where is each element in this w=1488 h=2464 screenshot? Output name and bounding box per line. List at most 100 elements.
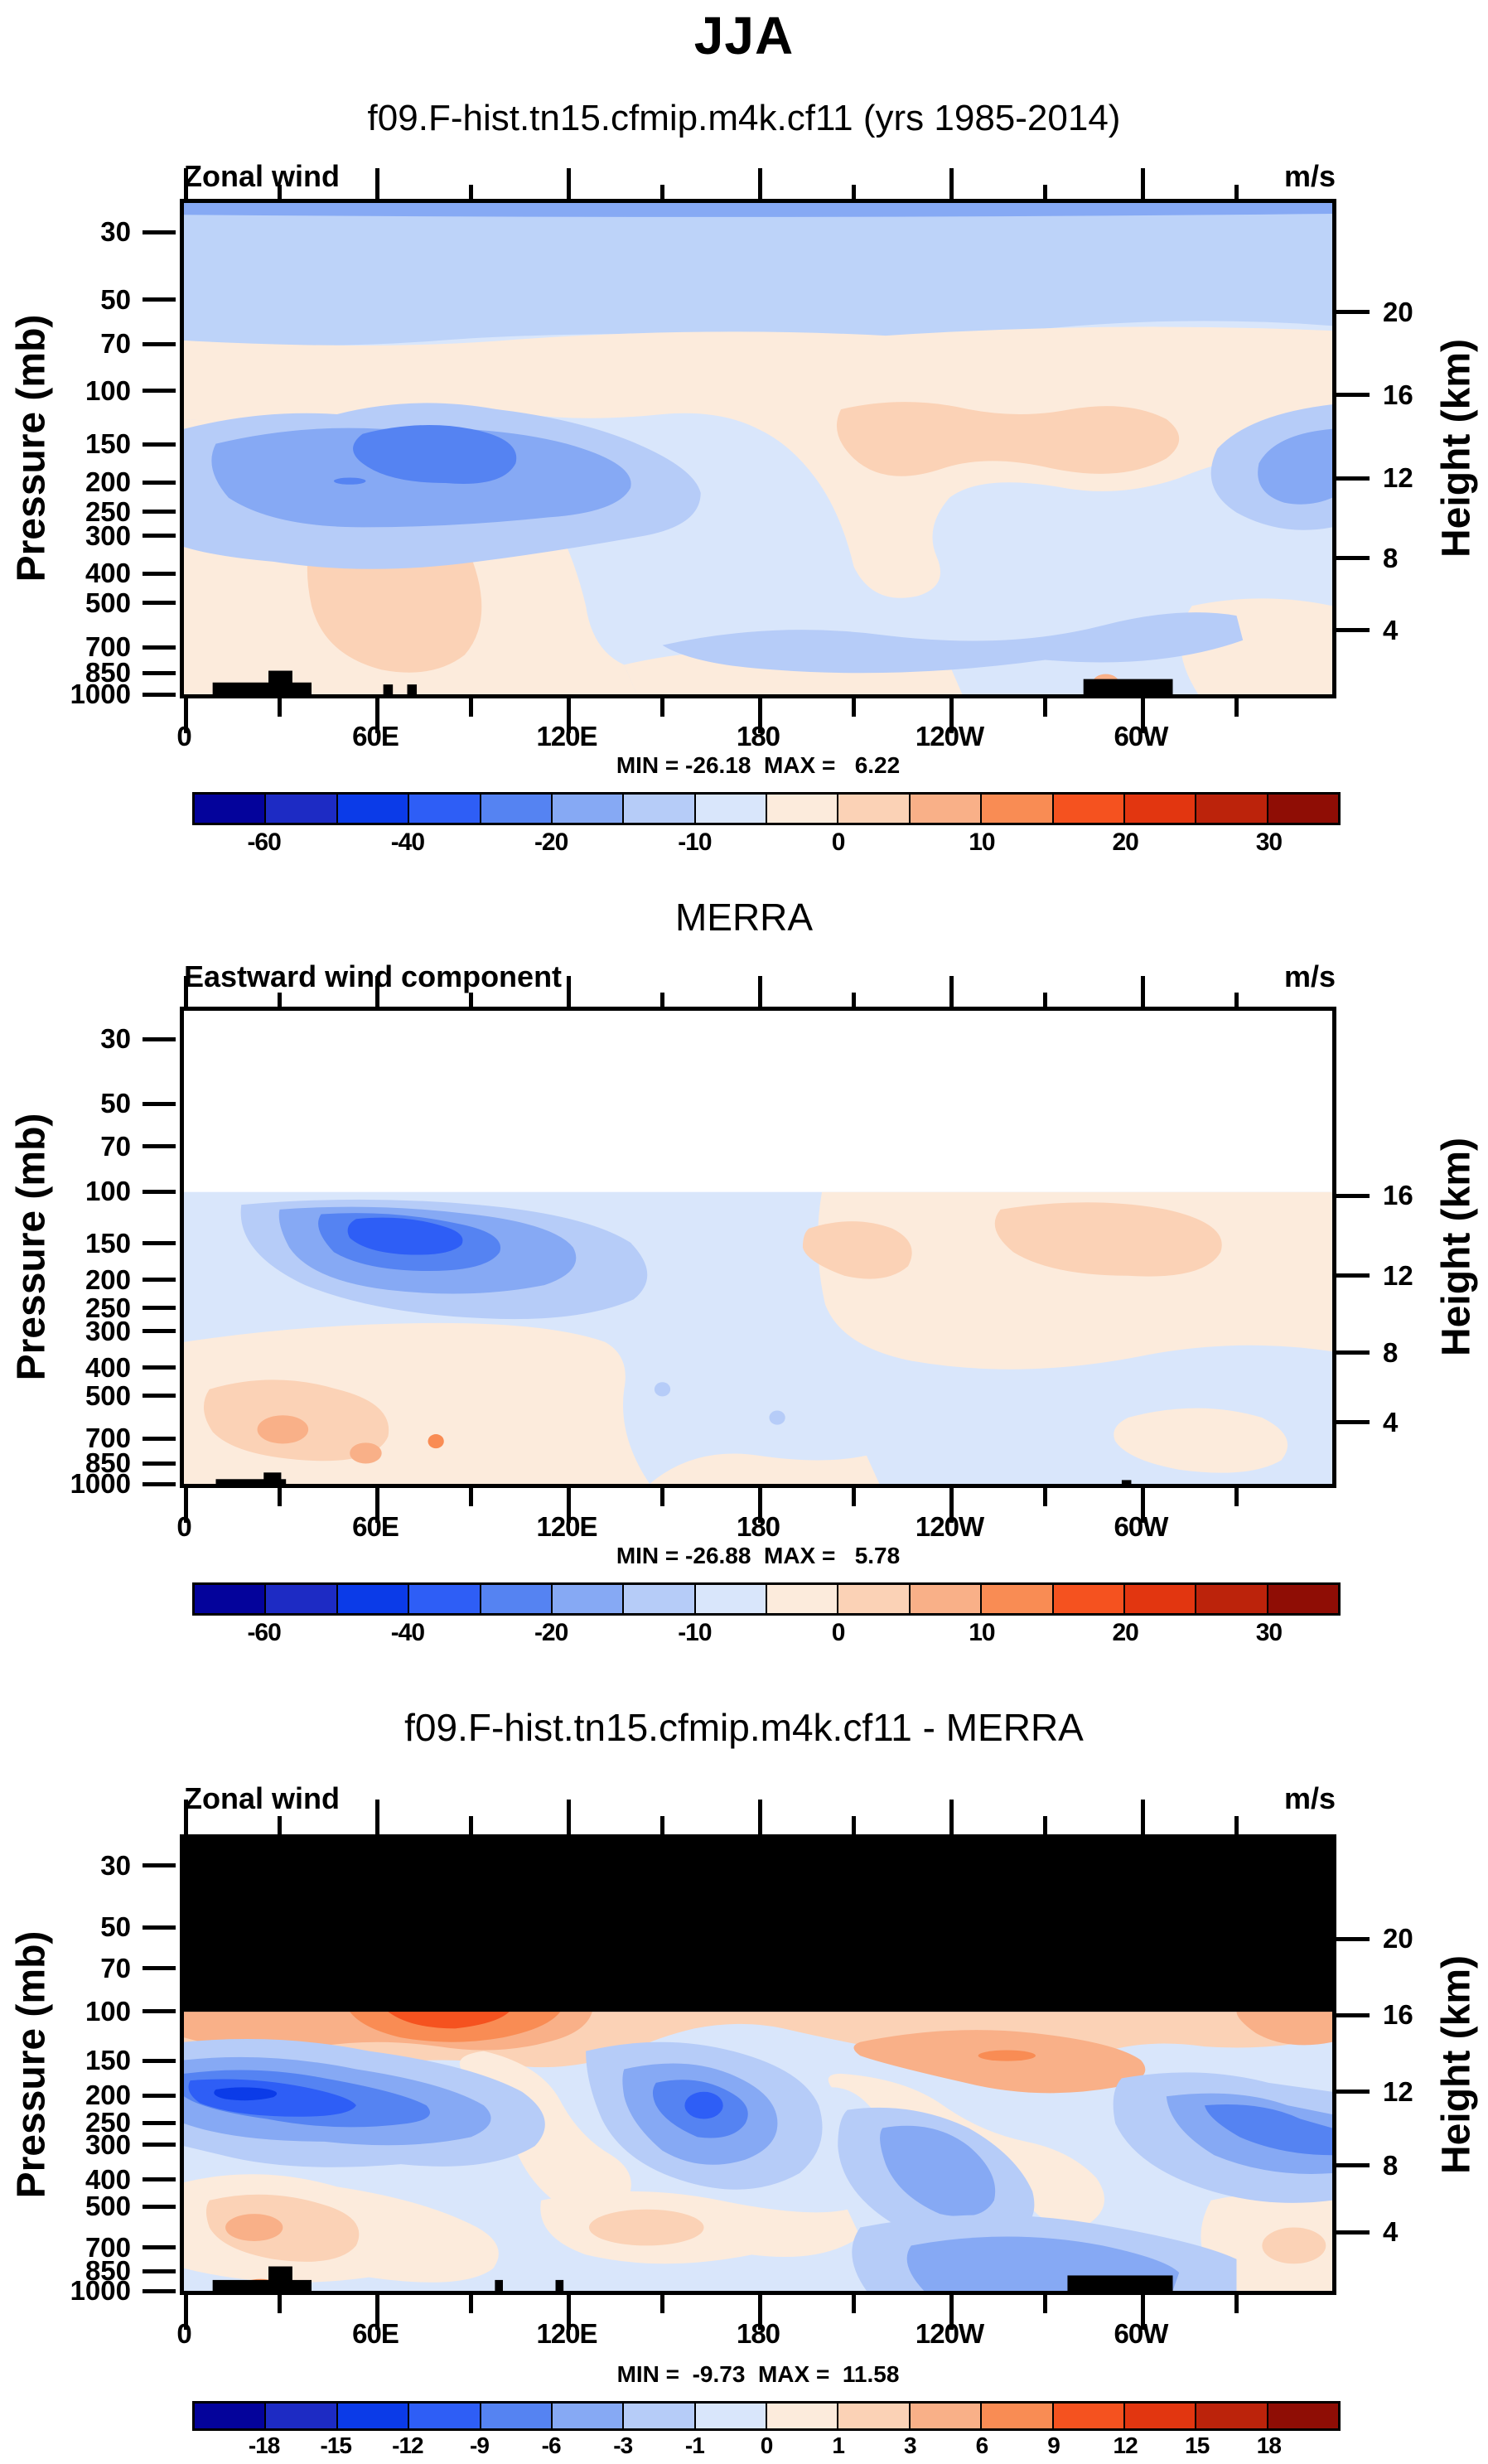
tick-line <box>143 2093 176 2098</box>
tick-line <box>143 1329 176 1334</box>
colorbar-segment <box>980 1585 1052 1613</box>
colorbar-tick-label: -40 <box>390 1619 425 1646</box>
colorbar-segment <box>622 1585 694 1613</box>
tick-line <box>143 229 176 234</box>
colorbar-segment <box>550 795 623 823</box>
panel1-colorbar-labels: -60 -40 -20 -10 0 10 20 30 <box>192 829 1341 858</box>
panel1-top-minor-ticks <box>184 185 1332 203</box>
pressure-tick: 250 <box>85 1293 176 1322</box>
tick-line <box>143 389 176 394</box>
tick-line <box>143 2245 176 2250</box>
colorbar-segment <box>1195 1585 1267 1613</box>
pressure-tick: 250 <box>85 2109 176 2137</box>
colorbar-segment <box>195 2404 265 2428</box>
colorbar-segment <box>1266 795 1338 823</box>
panel1-plot-area <box>180 199 1336 698</box>
colorbar-tick-label: -15 <box>320 2433 352 2458</box>
colorbar-tick-label: 3 <box>903 2433 917 2458</box>
height-tick: 16 <box>1336 1181 1413 1210</box>
panel1-title: f09.F-hist.tn15.cfmip.m4k.cf11 (yrs 1985… <box>367 98 1121 138</box>
colorbar-segment <box>550 2404 623 2428</box>
tick-line <box>143 1189 176 1194</box>
longitude-label: 120W <box>915 2318 984 2349</box>
tick-line <box>143 1278 176 1283</box>
pressure-tick: 70 <box>100 330 176 358</box>
tick-line <box>143 1436 176 1441</box>
colorbar-segment <box>1195 2404 1267 2428</box>
longitude-label: 60W <box>1114 721 1169 751</box>
tick-line <box>143 692 176 697</box>
colorbar-segment <box>837 2404 909 2428</box>
pressure-tick: 100 <box>85 376 176 405</box>
panel1-right-axis: 20 16 12 8 4 <box>1336 203 1488 694</box>
panel1-contour-field-svg <box>184 203 1332 694</box>
colorbar-segment <box>693 2404 766 2428</box>
pressure-tick: 1000 <box>70 2277 176 2305</box>
panel2-colorbar-labels: -60 -40 -20 -10 0 10 20 30 <box>192 1619 1341 1649</box>
panel3-left-axis: 30 50 70 100 150 200 250 300 400 500 700 850 1000 <box>0 1838 176 2305</box>
panel2-right-axis: 16 12 8 4 <box>1336 1011 1488 1484</box>
pressure-tick: 850 <box>85 659 176 687</box>
panel2-plot-area <box>180 1007 1336 1488</box>
panel1-left-axis: 30 50 70 100 150 200 250 300 400 500 700 850 1000 <box>0 203 176 708</box>
tick-line <box>143 2143 176 2148</box>
longitude-label: 60E <box>352 2318 399 2349</box>
colorbar-segment <box>837 1585 909 1613</box>
colorbar-segment <box>837 795 909 823</box>
colorbar-tick-label: -20 <box>534 829 568 856</box>
colorbar-segment <box>550 1585 623 1613</box>
tick-line <box>143 2009 176 2014</box>
tick-line <box>143 645 176 650</box>
colorbar-segment <box>1051 795 1123 823</box>
panel2-colorbar <box>192 1582 1341 1616</box>
height-tick: 20 <box>1336 297 1413 326</box>
colorbar-tick-label: -20 <box>534 1619 568 1646</box>
panel2-x-axis-labels: 0 60E 120E 180 120W 60W <box>176 1511 1332 1544</box>
panel3-x-axis-labels: 0 60E 120E 180 120W 60W <box>176 2318 1332 2351</box>
panel3-colorbar-labels: -18 -15 -12 -9 -6 -3 -1 0 1 3 6 9 12 15 18 <box>192 2433 1341 2462</box>
colorbar-segment <box>693 795 766 823</box>
tick-line <box>1336 556 1370 561</box>
panel2-contour-field-svg <box>184 1191 1332 1484</box>
longitude-label: 120E <box>536 721 597 751</box>
colorbar-segment <box>408 2404 480 2428</box>
pressure-tick: 700 <box>85 1424 176 1452</box>
height-tick: 12 <box>1336 1261 1413 1290</box>
colorbar-tick-label: 10 <box>969 1619 995 1646</box>
colorbar-tick-label: -1 <box>684 2433 705 2458</box>
colorbar-segment <box>408 795 480 823</box>
longitude-label: 120W <box>915 1511 984 1542</box>
colorbar-segment <box>479 1585 551 1613</box>
tick-line <box>1336 1193 1370 1198</box>
panel1-minmax: MIN = -26.18 MAX = 6.22 <box>616 752 901 778</box>
tick-line <box>143 2288 176 2293</box>
tick-line <box>143 1306 176 1311</box>
pressure-tick: 300 <box>85 1317 176 1346</box>
colorbar-tick-label: 0 <box>831 829 846 856</box>
pressure-tick: 500 <box>85 588 176 617</box>
colorbar-tick-label: 15 <box>1185 2433 1210 2458</box>
panel3-plot-area <box>180 1834 1336 2295</box>
tick-line <box>143 1144 176 1149</box>
pressure-tick: 400 <box>85 2165 176 2194</box>
longitude-label: 60E <box>352 721 399 751</box>
colorbar-tick-label: 0 <box>760 2433 774 2458</box>
pressure-tick: 200 <box>85 468 176 496</box>
tick-line <box>1336 310 1370 315</box>
pressure-tick: 400 <box>85 559 176 587</box>
colorbar-tick-label: -12 <box>392 2433 423 2458</box>
tick-line <box>1336 1420 1370 1425</box>
height-tick: 12 <box>1336 2077 1413 2106</box>
colorbar-tick-label: 12 <box>1113 2433 1138 2458</box>
colorbar-segment <box>980 795 1052 823</box>
colorbar-segment <box>1266 1585 1338 1613</box>
pressure-tick: 500 <box>85 2192 176 2220</box>
panel1-x-axis-labels: 0 60E 120E 180 120W 60W <box>176 721 1332 754</box>
colorbar-tick-label: 20 <box>1112 829 1138 856</box>
pressure-tick: 70 <box>100 1132 176 1161</box>
panel2-title: MERRA <box>674 896 814 939</box>
tick-line <box>143 297 176 302</box>
height-tick: 4 <box>1336 2218 1398 2246</box>
pressure-tick: 200 <box>85 2081 176 2109</box>
colorbar-tick-label: 9 <box>1047 2433 1060 2458</box>
